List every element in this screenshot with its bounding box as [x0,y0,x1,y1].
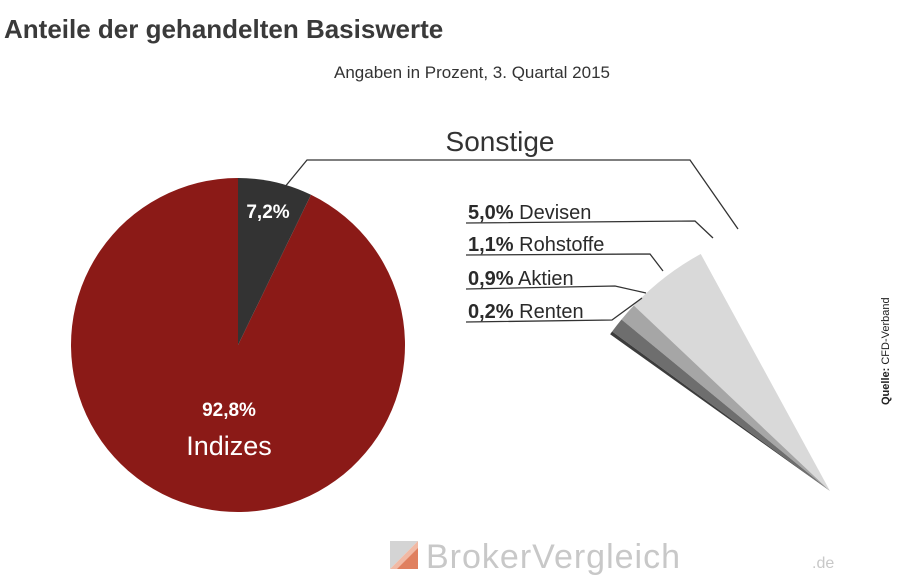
chart-subtitle: Angaben in Prozent, 3. Quartal 2015 [334,63,610,82]
brand-name: BrokerVergleich [426,538,681,576]
breakdown-label-renten: 0,2% Renten [468,301,584,323]
slice-indizes [71,178,406,513]
brand-logo: BrokerVergleich .de [390,538,834,576]
source-note: Quelle: CFD-Verband [880,297,892,405]
chart-title: Anteile der gehandelten Basiswerte [4,14,443,44]
breakdown-slice-devisen [633,253,830,491]
main-pie: 7,2% 92,8% Indizes [71,177,406,513]
breakdown-slice-aktien [612,319,830,491]
breakdown-label-rohstoffe: 1,1% Rohstoffe [468,234,604,256]
breakdown-slice-renten [610,331,830,491]
sonstige-breakdown-fan [610,253,830,491]
leader-sonstige [283,159,739,230]
leader-lines [283,159,739,323]
breakdown-label-aktien: 0,9% Aktien [468,268,574,290]
slice-indizes-name: Indizes [186,431,272,461]
leader-rohstoffe [465,253,664,272]
slice-sonstige [238,177,311,345]
source-prefix: Quelle: [880,368,892,405]
source-name: CFD-Verband [880,297,892,364]
breakdown-labels: 5,0% Devisen 1,1% Rohstoffe 0,9% Aktien 0,2… [468,202,604,323]
leader-renten [465,297,643,323]
slice-indizes-value: 92,8% [202,400,256,421]
brand-tld: .de [812,555,834,572]
svg-text:Quelle: CFD-Verband: Quelle: CFD-Verband [880,297,892,405]
leader-devisen [465,220,714,239]
slice-sonstige-value: 7,2% [246,202,289,223]
breakdown-label-devisen: 5,0% Devisen [468,202,591,224]
brand-logo-icon [390,541,418,569]
leader-aktien [465,285,647,294]
breakdown-slice-rohstoffe [621,305,830,491]
group-label-sonstige: Sonstige [446,126,555,157]
